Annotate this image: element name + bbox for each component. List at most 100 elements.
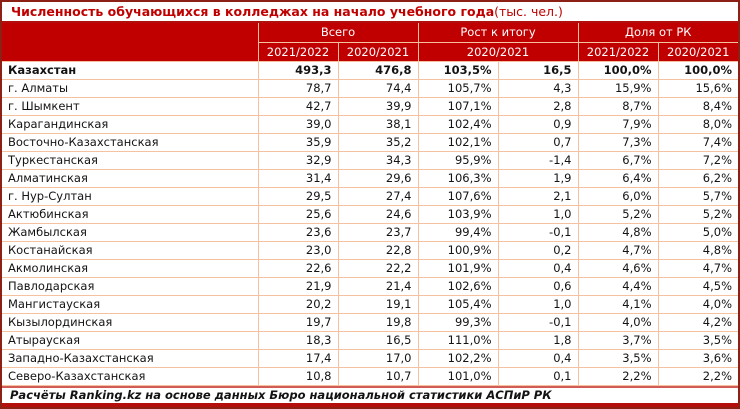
- value-cell: 15,6%: [657, 78, 738, 98]
- value-cell: 3,6%: [657, 348, 738, 368]
- value-cell: 31,4: [257, 168, 339, 188]
- value-cell: 99,4%: [417, 222, 499, 242]
- value-cell: 29,6: [337, 168, 419, 188]
- value-cell: 102,4%: [417, 114, 499, 134]
- region-name-cell: Акмолинская: [2, 258, 259, 278]
- value-cell: 2,2%: [577, 366, 659, 386]
- region-name-cell: Туркестанская: [2, 150, 259, 170]
- value-cell: 6,7%: [577, 150, 659, 170]
- table-row: г. Нур-Султан 29,5 27,4 107,6% 2,1 6,0% 5,7%: [2, 186, 738, 206]
- table-row: Акмолинская 22,6 22,2 101,9% 0,4 4,6% 4,7%: [2, 258, 738, 278]
- table-row: Жамбылская 23,6 23,7 99,4% -0,1 4,8% 5,0%: [2, 222, 738, 242]
- value-cell: 4,6%: [577, 258, 659, 278]
- value-cell: 19,8: [337, 312, 419, 332]
- value-cell: 16,5: [497, 60, 579, 80]
- value-cell: -1,4: [497, 150, 579, 170]
- value-cell: 4,1%: [577, 294, 659, 314]
- value-cell: 1,9: [497, 168, 579, 188]
- value-cell: 21,9: [257, 276, 339, 296]
- value-cell: -0,1: [497, 222, 579, 242]
- value-cell: 107,6%: [417, 186, 499, 206]
- table-row: Павлодарская 21,9 21,4 102,6% 0,6 4,4% 4,5%: [2, 276, 738, 296]
- value-cell: 4,7%: [657, 258, 738, 278]
- value-cell: 23,0: [257, 240, 339, 260]
- value-cell: 42,7: [257, 96, 339, 116]
- value-cell: 10,8: [257, 366, 339, 386]
- value-cell: 0,9: [497, 114, 579, 134]
- value-cell: 18,3: [257, 330, 339, 350]
- table-row: Алматинская 31,4 29,6 106,3% 1,9 6,4% 6,2%: [2, 168, 738, 188]
- header-share-2021-2022: 2021/2022: [577, 42, 659, 62]
- table-row: Мангистауская 20,2 19,1 105,4% 1,0 4,1% 4,0%: [2, 294, 738, 314]
- value-cell: 4,0%: [657, 294, 738, 314]
- value-cell: 38,1: [337, 114, 419, 134]
- source-note: Расчёты Ranking.kz на основе данных Бюро…: [2, 385, 738, 403]
- value-cell: 8,0%: [657, 114, 738, 134]
- region-name-cell: Атырауская: [2, 330, 259, 350]
- value-cell: 5,2%: [657, 204, 738, 224]
- region-name-cell: Костанайская: [2, 240, 259, 260]
- region-name-cell: г. Алматы: [2, 78, 259, 98]
- value-cell: 6,2%: [657, 168, 738, 188]
- table-row: Костанайская 23,0 22,8 100,9% 0,2 4,7% 4,8%: [2, 240, 738, 260]
- header-blank-cell: [2, 42, 259, 61]
- value-cell: 22,6: [257, 258, 339, 278]
- value-cell: 100,0%: [657, 60, 738, 80]
- region-name-cell: Мангистауская: [2, 294, 259, 314]
- value-cell: 6,0%: [577, 186, 659, 206]
- value-cell: 102,1%: [417, 132, 499, 152]
- value-cell: 29,5: [257, 186, 339, 206]
- value-cell: 6,4%: [577, 168, 659, 188]
- region-name-cell: Восточно-Казахстанская: [2, 132, 259, 152]
- value-cell: 3,5%: [577, 348, 659, 368]
- header-total-2020-2021: 2020/2021: [337, 42, 419, 62]
- value-cell: 0,4: [497, 258, 579, 278]
- value-cell: 19,7: [257, 312, 339, 332]
- value-cell: 101,9%: [417, 258, 499, 278]
- value-cell: 4,5%: [657, 276, 738, 296]
- value-cell: 4,8%: [657, 240, 738, 260]
- header-group-row: Всего Рост к итогу Доля от РК: [2, 23, 738, 43]
- value-cell: 4,0%: [577, 312, 659, 332]
- header-group-share: Доля от РК: [577, 23, 738, 43]
- value-cell: 4,8%: [577, 222, 659, 242]
- value-cell: 27,4: [337, 186, 419, 206]
- value-cell: 4,2%: [657, 312, 738, 332]
- value-cell: 7,9%: [577, 114, 659, 134]
- value-cell: 103,5%: [417, 60, 499, 80]
- value-cell: 22,2: [337, 258, 419, 278]
- value-cell: 5,7%: [657, 186, 738, 206]
- value-cell: 100,0%: [577, 60, 659, 80]
- table-row: Кызылординская 19,7 19,8 99,3% -0,1 4,0% 4,2%: [2, 312, 738, 332]
- value-cell: 23,6: [257, 222, 339, 242]
- region-name-cell: Алматинская: [2, 168, 259, 188]
- region-name-cell: г. Нур-Султан: [2, 186, 259, 206]
- table-body: Казахстан 493,3 476,8 103,5% 16,5 100,0% 100,0…: [2, 60, 738, 386]
- header-group-total: Всего: [257, 23, 419, 43]
- table-row: Западно-Казахстанская 17,4 17,0 102,2% 0,4 3,…: [2, 348, 738, 368]
- value-cell: 8,4%: [657, 96, 738, 116]
- table-title-unit: (тыс. чел.): [494, 4, 563, 19]
- value-cell: -0,1: [497, 312, 579, 332]
- table-row: Атырауская 18,3 16,5 111,0% 1,8 3,7% 3,5%: [2, 330, 738, 350]
- value-cell: 0,2: [497, 240, 579, 260]
- value-cell: 2,1: [497, 186, 579, 206]
- value-cell: 105,7%: [417, 78, 499, 98]
- value-cell: 111,0%: [417, 330, 499, 350]
- value-cell: 4,7%: [577, 240, 659, 260]
- region-name-cell: г. Шымкент: [2, 96, 259, 116]
- value-cell: 32,9: [257, 150, 339, 170]
- header-total-2021-2022: 2021/2022: [257, 42, 339, 62]
- value-cell: 5,2%: [577, 204, 659, 224]
- value-cell: 106,3%: [417, 168, 499, 188]
- value-cell: 25,6: [257, 204, 339, 224]
- table-row: Северо-Казахстанская 10,8 10,7 101,0% 0,1 2,2…: [2, 366, 738, 386]
- value-cell: 17,0: [337, 348, 419, 368]
- header-growth-2020-2021: 2020/2021: [417, 42, 579, 62]
- value-cell: 105,4%: [417, 294, 499, 314]
- value-cell: 103,9%: [417, 204, 499, 224]
- value-cell: 3,5%: [657, 330, 738, 350]
- value-cell: 100,9%: [417, 240, 499, 260]
- value-cell: 493,3: [257, 60, 339, 80]
